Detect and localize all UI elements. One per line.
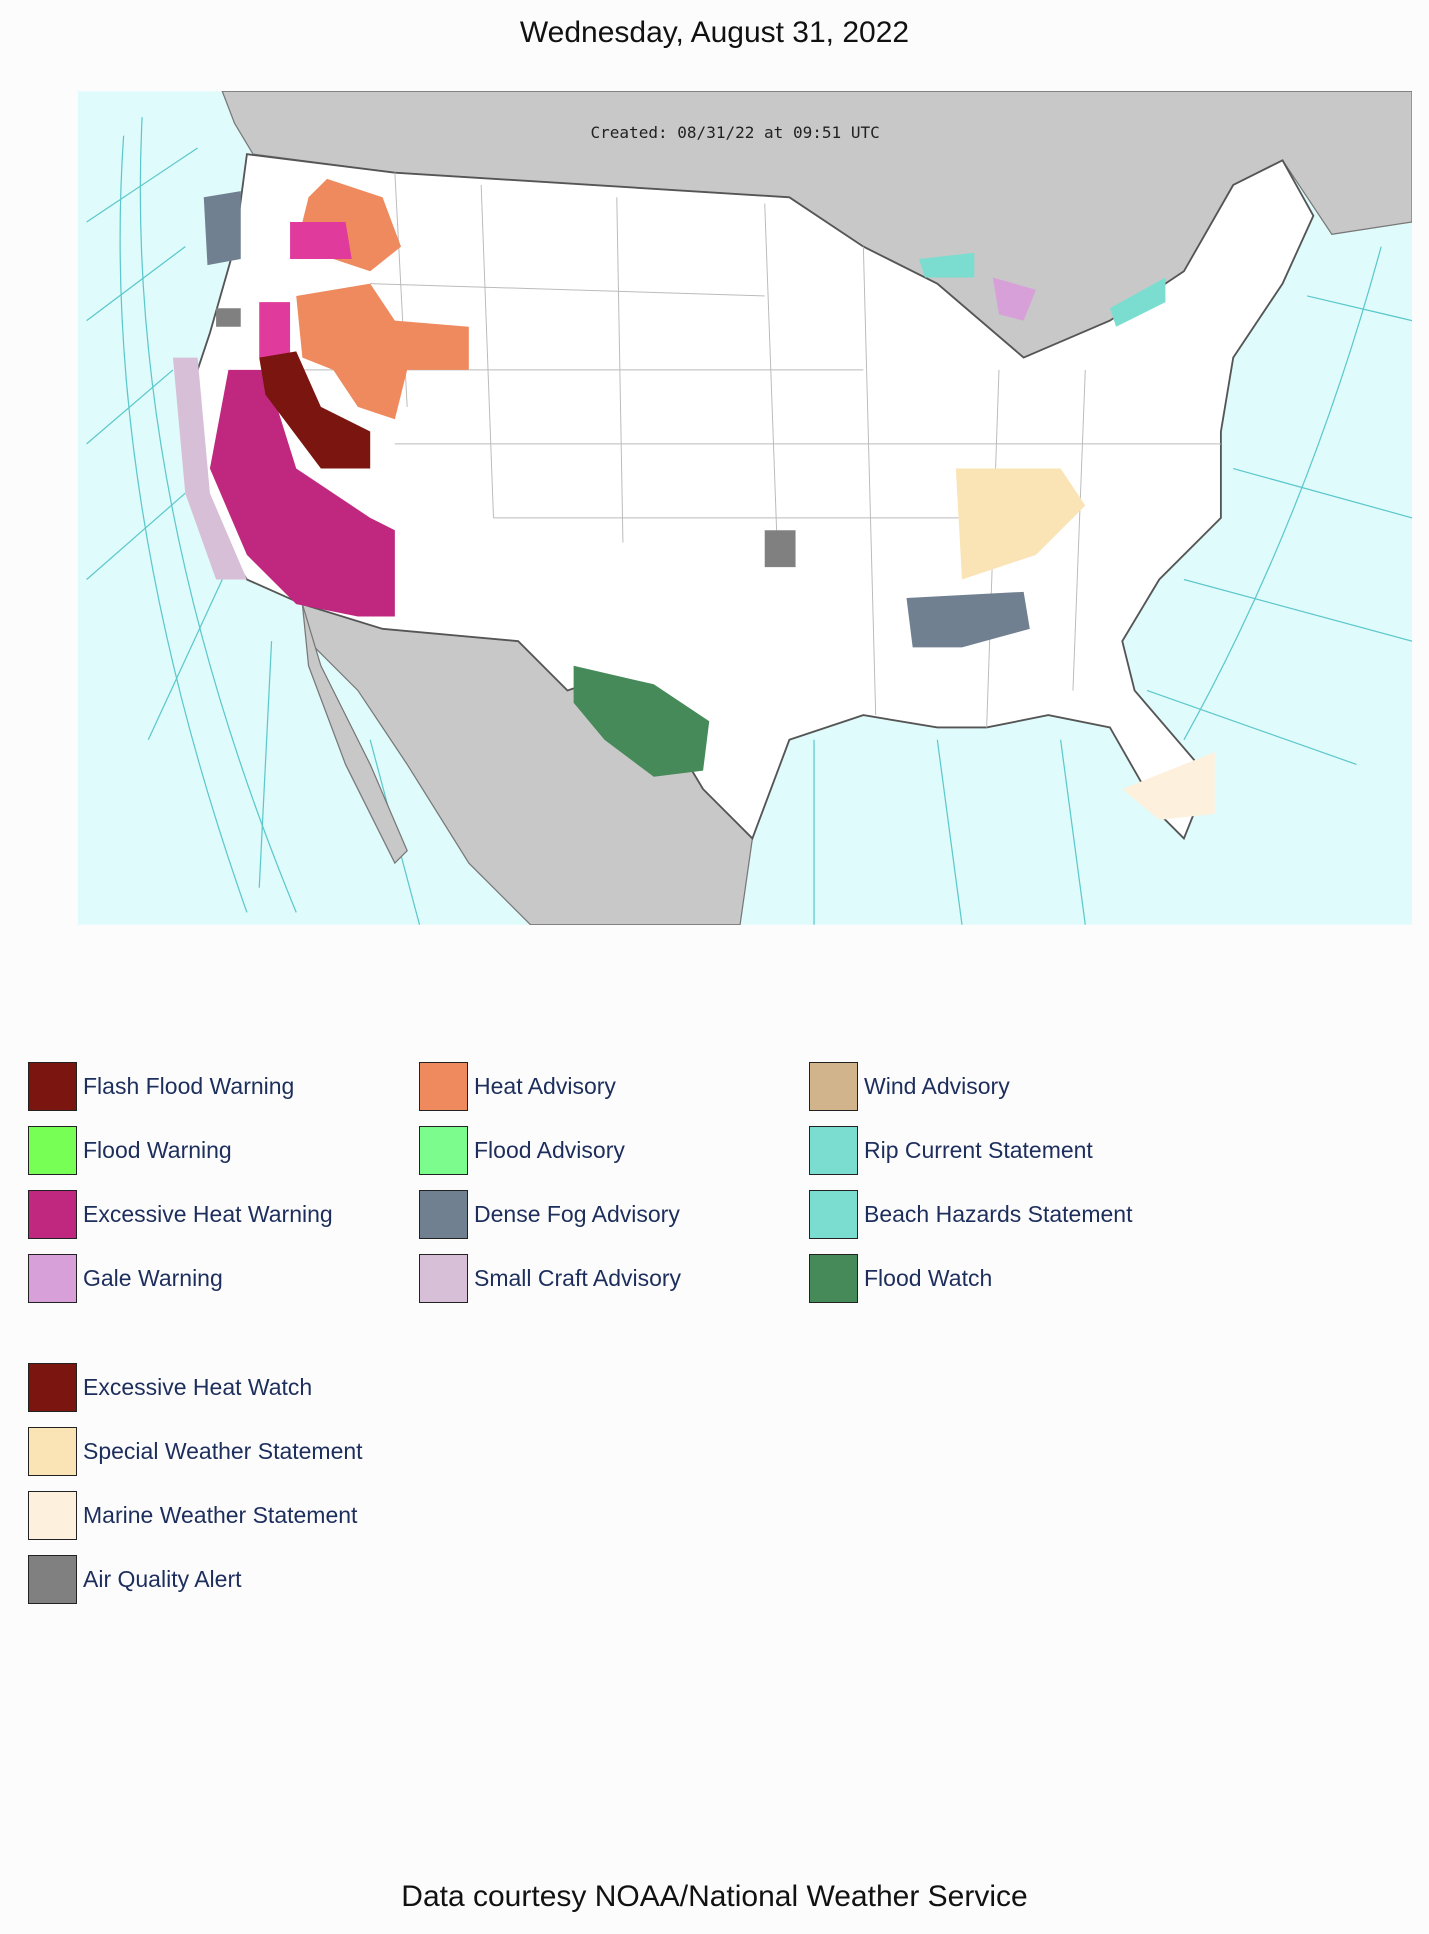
excessive-heat-area bbox=[290, 221, 352, 259]
flood-watch-area bbox=[573, 665, 710, 777]
legend-swatch bbox=[419, 1254, 468, 1303]
legend-item: Dense Fog Advisory bbox=[419, 1190, 680, 1239]
page-title: Wednesday, August 31, 2022 bbox=[519, 16, 910, 49]
footer: Data courtesy NOAA/National Weather Serv… bbox=[401, 1880, 1028, 1913]
legend-item: Flood Watch bbox=[809, 1254, 992, 1303]
legend-label: Gale Warning bbox=[83, 1265, 223, 1291]
legend-label: Excessive Heat Warning bbox=[83, 1201, 333, 1227]
legend-item: Flood Advisory bbox=[419, 1126, 625, 1175]
excessive-heat-area bbox=[259, 302, 291, 358]
legend-label: Flash Flood Warning bbox=[83, 1073, 295, 1099]
legend-swatch bbox=[28, 1062, 77, 1111]
legend-label: Flood Warning bbox=[83, 1137, 232, 1163]
dense-fog-area bbox=[203, 191, 241, 266]
legend-label: Air Quality Alert bbox=[83, 1566, 242, 1592]
legend-item: Wind Advisory bbox=[809, 1062, 1010, 1111]
marine-zones bbox=[86, 117, 1412, 925]
legend-label: Dense Fog Advisory bbox=[474, 1201, 680, 1227]
legend-swatch bbox=[28, 1190, 77, 1239]
legend-swatch bbox=[28, 1126, 77, 1175]
legend-swatch bbox=[809, 1062, 858, 1111]
legend-swatch bbox=[419, 1126, 468, 1175]
legend-swatch bbox=[28, 1491, 77, 1540]
legend-item: Marine Weather Statement bbox=[28, 1491, 357, 1540]
dense-fog-area bbox=[906, 591, 1030, 648]
legend-label: Flood Advisory bbox=[474, 1137, 625, 1163]
legend-swatch bbox=[419, 1190, 468, 1239]
legend-swatch bbox=[809, 1190, 858, 1239]
legend-item: Gale Warning bbox=[28, 1254, 223, 1303]
legend-label: Excessive Heat Watch bbox=[83, 1374, 313, 1400]
special-weather-area bbox=[955, 468, 1086, 580]
legend-swatch bbox=[28, 1427, 77, 1476]
legend-item: Air Quality Alert bbox=[28, 1555, 242, 1604]
legend-swatch bbox=[419, 1062, 468, 1111]
legend-label: Heat Advisory bbox=[474, 1073, 616, 1099]
legend-swatch bbox=[809, 1126, 858, 1175]
heat-advisory-area bbox=[296, 283, 469, 420]
legend-label: Rip Current Statement bbox=[864, 1137, 1093, 1163]
marine-statement-area bbox=[1122, 752, 1215, 820]
legend-item: Special Weather Statement bbox=[28, 1427, 363, 1476]
legend-item: Beach Hazards Statement bbox=[809, 1190, 1132, 1239]
air-quality-area bbox=[764, 530, 796, 568]
legend-item: Small Craft Advisory bbox=[419, 1254, 681, 1303]
legend-label: Flood Watch bbox=[864, 1265, 993, 1291]
legend-label: Wind Advisory bbox=[864, 1073, 1010, 1099]
legend-label: Beach Hazards Statement bbox=[864, 1201, 1133, 1227]
alert-map: Created: 08/31/22 at 09:51 UTC bbox=[78, 91, 1412, 925]
legend-swatch bbox=[28, 1555, 77, 1604]
air-quality-area bbox=[216, 308, 241, 327]
legend-swatch bbox=[28, 1254, 77, 1303]
legend-swatch bbox=[28, 1363, 77, 1412]
excessive-heat-warning-area bbox=[209, 369, 395, 617]
map-created: Created: 08/31/22 at 09:51 UTC bbox=[590, 123, 879, 142]
legend-label: Special Weather Statement bbox=[83, 1438, 363, 1464]
rip-current-area bbox=[1109, 277, 1166, 327]
legend-label: Marine Weather Statement bbox=[83, 1502, 358, 1528]
legend-label: Small Craft Advisory bbox=[474, 1265, 682, 1291]
legend-item: Flood Warning bbox=[28, 1126, 232, 1175]
flash-flood-area bbox=[259, 351, 371, 469]
legend-item: Heat Advisory bbox=[419, 1062, 616, 1111]
beach-hazards-area bbox=[918, 252, 975, 278]
legend-item: Rip Current Statement bbox=[809, 1126, 1093, 1175]
legend-item: Flash Flood Warning bbox=[28, 1062, 294, 1111]
small-craft-area bbox=[172, 357, 247, 580]
gale-area bbox=[992, 277, 1036, 321]
legend-item: Excessive Heat Warning bbox=[28, 1190, 333, 1239]
baja bbox=[301, 603, 408, 865]
legend-swatch bbox=[809, 1254, 858, 1303]
legend-item: Excessive Heat Watch bbox=[28, 1363, 312, 1412]
